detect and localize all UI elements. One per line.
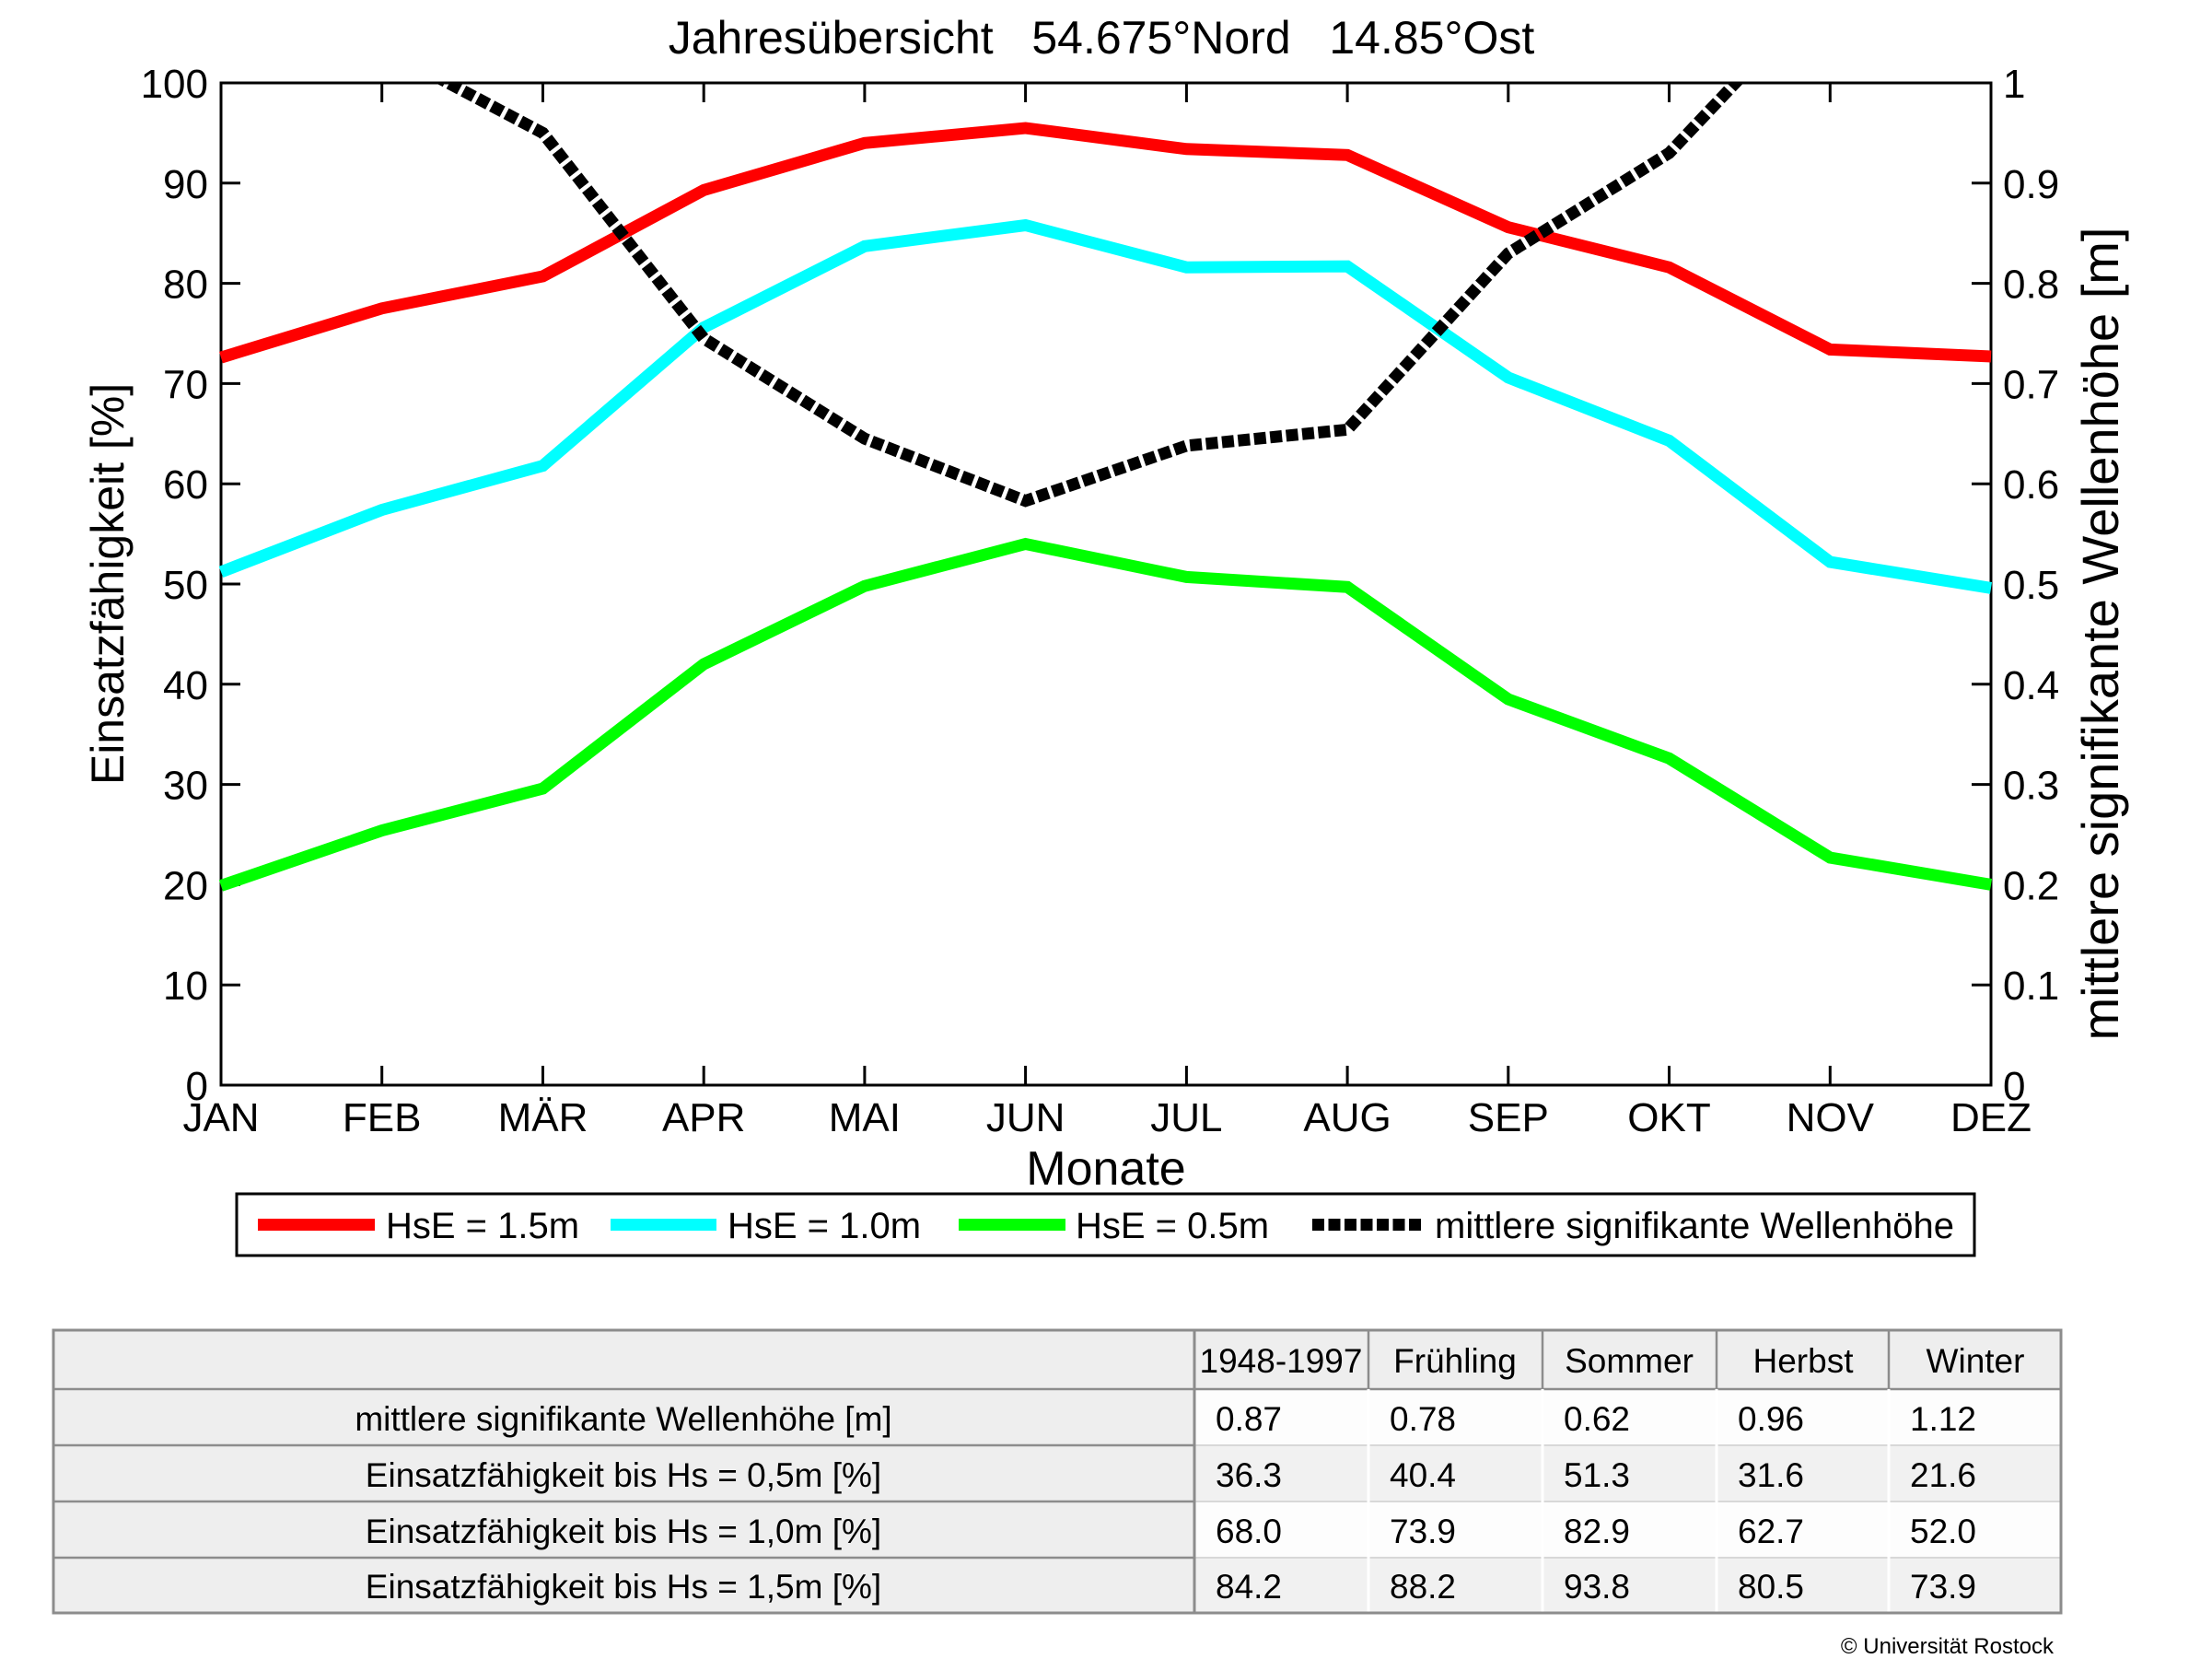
svg-text:60: 60 — [163, 462, 208, 508]
svg-text:20: 20 — [163, 863, 208, 908]
svg-text:0.5: 0.5 — [2003, 563, 2059, 608]
svg-text:36.3: 36.3 — [1216, 1456, 1282, 1494]
svg-text:Monate: Monate — [1026, 1142, 1185, 1196]
svg-text:73.9: 73.9 — [1910, 1568, 1976, 1606]
svg-text:52.0: 52.0 — [1910, 1513, 1976, 1550]
svg-text:0.1: 0.1 — [2003, 964, 2059, 1009]
svg-text:0.87: 0.87 — [1216, 1400, 1282, 1438]
svg-text:0.78: 0.78 — [1390, 1400, 1456, 1438]
svg-text:Frühling: Frühling — [1393, 1342, 1517, 1380]
svg-text:Jahresübersicht 54.675°Nord: Jahresübersicht 54.675°Nord 14.85°Ost — [669, 12, 1535, 64]
svg-text:0.9: 0.9 — [2003, 162, 2059, 207]
svg-text:JUL: JUL — [1150, 1095, 1222, 1140]
svg-text:0: 0 — [2003, 1064, 2025, 1109]
svg-text:80.5: 80.5 — [1738, 1568, 1804, 1606]
svg-text:1: 1 — [2003, 62, 2025, 107]
svg-text:mittlere signifikante Wellenhö: mittlere signifikante Wellenhöhe — [1435, 1206, 1954, 1246]
svg-text:51.3: 51.3 — [1564, 1456, 1630, 1494]
svg-text:100: 100 — [141, 62, 208, 107]
svg-text:APR: APR — [662, 1095, 745, 1140]
svg-text:Sommer: Sommer — [1565, 1342, 1694, 1380]
svg-text:NOV: NOV — [1787, 1095, 1875, 1140]
svg-text:88.2: 88.2 — [1390, 1568, 1456, 1606]
svg-text:50: 50 — [163, 563, 208, 608]
svg-text:SEP: SEP — [1468, 1095, 1549, 1140]
svg-text:0.96: 0.96 — [1738, 1400, 1804, 1438]
svg-text:FEB: FEB — [343, 1095, 422, 1140]
svg-text:93.8: 93.8 — [1564, 1568, 1630, 1606]
svg-text:30: 30 — [163, 764, 208, 809]
svg-text:10: 10 — [163, 964, 208, 1009]
svg-text:Einsatzfähigkeit bis Hs = 0,5m: Einsatzfähigkeit bis Hs = 0,5m [%] — [366, 1456, 881, 1494]
svg-text:DEZ: DEZ — [1950, 1095, 2032, 1140]
svg-text:HsE = 1.5m: HsE = 1.5m — [386, 1206, 579, 1246]
svg-text:Winter: Winter — [1927, 1342, 2025, 1380]
svg-text:MÄR: MÄR — [498, 1095, 588, 1140]
svg-text:90: 90 — [163, 162, 208, 207]
svg-text:Herbst: Herbst — [1753, 1342, 1855, 1380]
svg-text:© Universität Rostock: © Universität Rostock — [1841, 1634, 2055, 1659]
svg-text:JAN: JAN — [182, 1095, 259, 1140]
svg-text:84.2: 84.2 — [1216, 1568, 1282, 1606]
svg-text:0.6: 0.6 — [2003, 462, 2059, 508]
svg-text:0: 0 — [186, 1064, 208, 1109]
svg-text:62.7: 62.7 — [1738, 1513, 1804, 1550]
svg-text:Einsatzfähigkeit bis Hs = 1,0m: Einsatzfähigkeit bis Hs = 1,0m [%] — [366, 1513, 881, 1550]
svg-text:21.6: 21.6 — [1910, 1456, 1976, 1494]
svg-text:0.3: 0.3 — [2003, 764, 2059, 809]
svg-text:0.7: 0.7 — [2003, 362, 2059, 407]
svg-text:mittlere signifikante Wellenhö: mittlere signifikante Wellenhöhe [m] — [2071, 228, 2129, 1041]
svg-text:JUN: JUN — [986, 1095, 1065, 1140]
svg-text:40: 40 — [163, 663, 208, 708]
svg-text:73.9: 73.9 — [1390, 1513, 1456, 1550]
svg-text:MAI: MAI — [829, 1095, 901, 1140]
svg-text:31.6: 31.6 — [1738, 1456, 1804, 1494]
svg-text:40.4: 40.4 — [1390, 1456, 1456, 1494]
svg-text:0.8: 0.8 — [2003, 263, 2059, 308]
svg-text:1.12: 1.12 — [1910, 1400, 1976, 1438]
svg-text:0.4: 0.4 — [2003, 663, 2059, 708]
svg-text:mittlere signifikante Wellenhö: mittlere signifikante Wellenhöhe [m] — [355, 1400, 891, 1438]
svg-text:82.9: 82.9 — [1564, 1513, 1630, 1550]
svg-text:0.62: 0.62 — [1564, 1400, 1630, 1438]
svg-text:HsE = 1.0m: HsE = 1.0m — [728, 1206, 921, 1246]
svg-text:0.2: 0.2 — [2003, 863, 2059, 908]
svg-text:80: 80 — [163, 263, 208, 308]
svg-text:68.0: 68.0 — [1216, 1513, 1282, 1550]
svg-text:Einsatzfähigkeit bis Hs = 1,5m: Einsatzfähigkeit bis Hs = 1,5m [%] — [366, 1568, 881, 1606]
svg-text:OKT: OKT — [1627, 1095, 1710, 1140]
svg-text:Einsatzfähigkeit [%]: Einsatzfähigkeit [%] — [82, 383, 134, 785]
svg-text:HsE = 0.5m: HsE = 0.5m — [1076, 1206, 1269, 1246]
svg-text:AUG: AUG — [1303, 1095, 1391, 1140]
svg-text:70: 70 — [163, 362, 208, 407]
svg-text:1948-1997: 1948-1997 — [1200, 1342, 1363, 1380]
